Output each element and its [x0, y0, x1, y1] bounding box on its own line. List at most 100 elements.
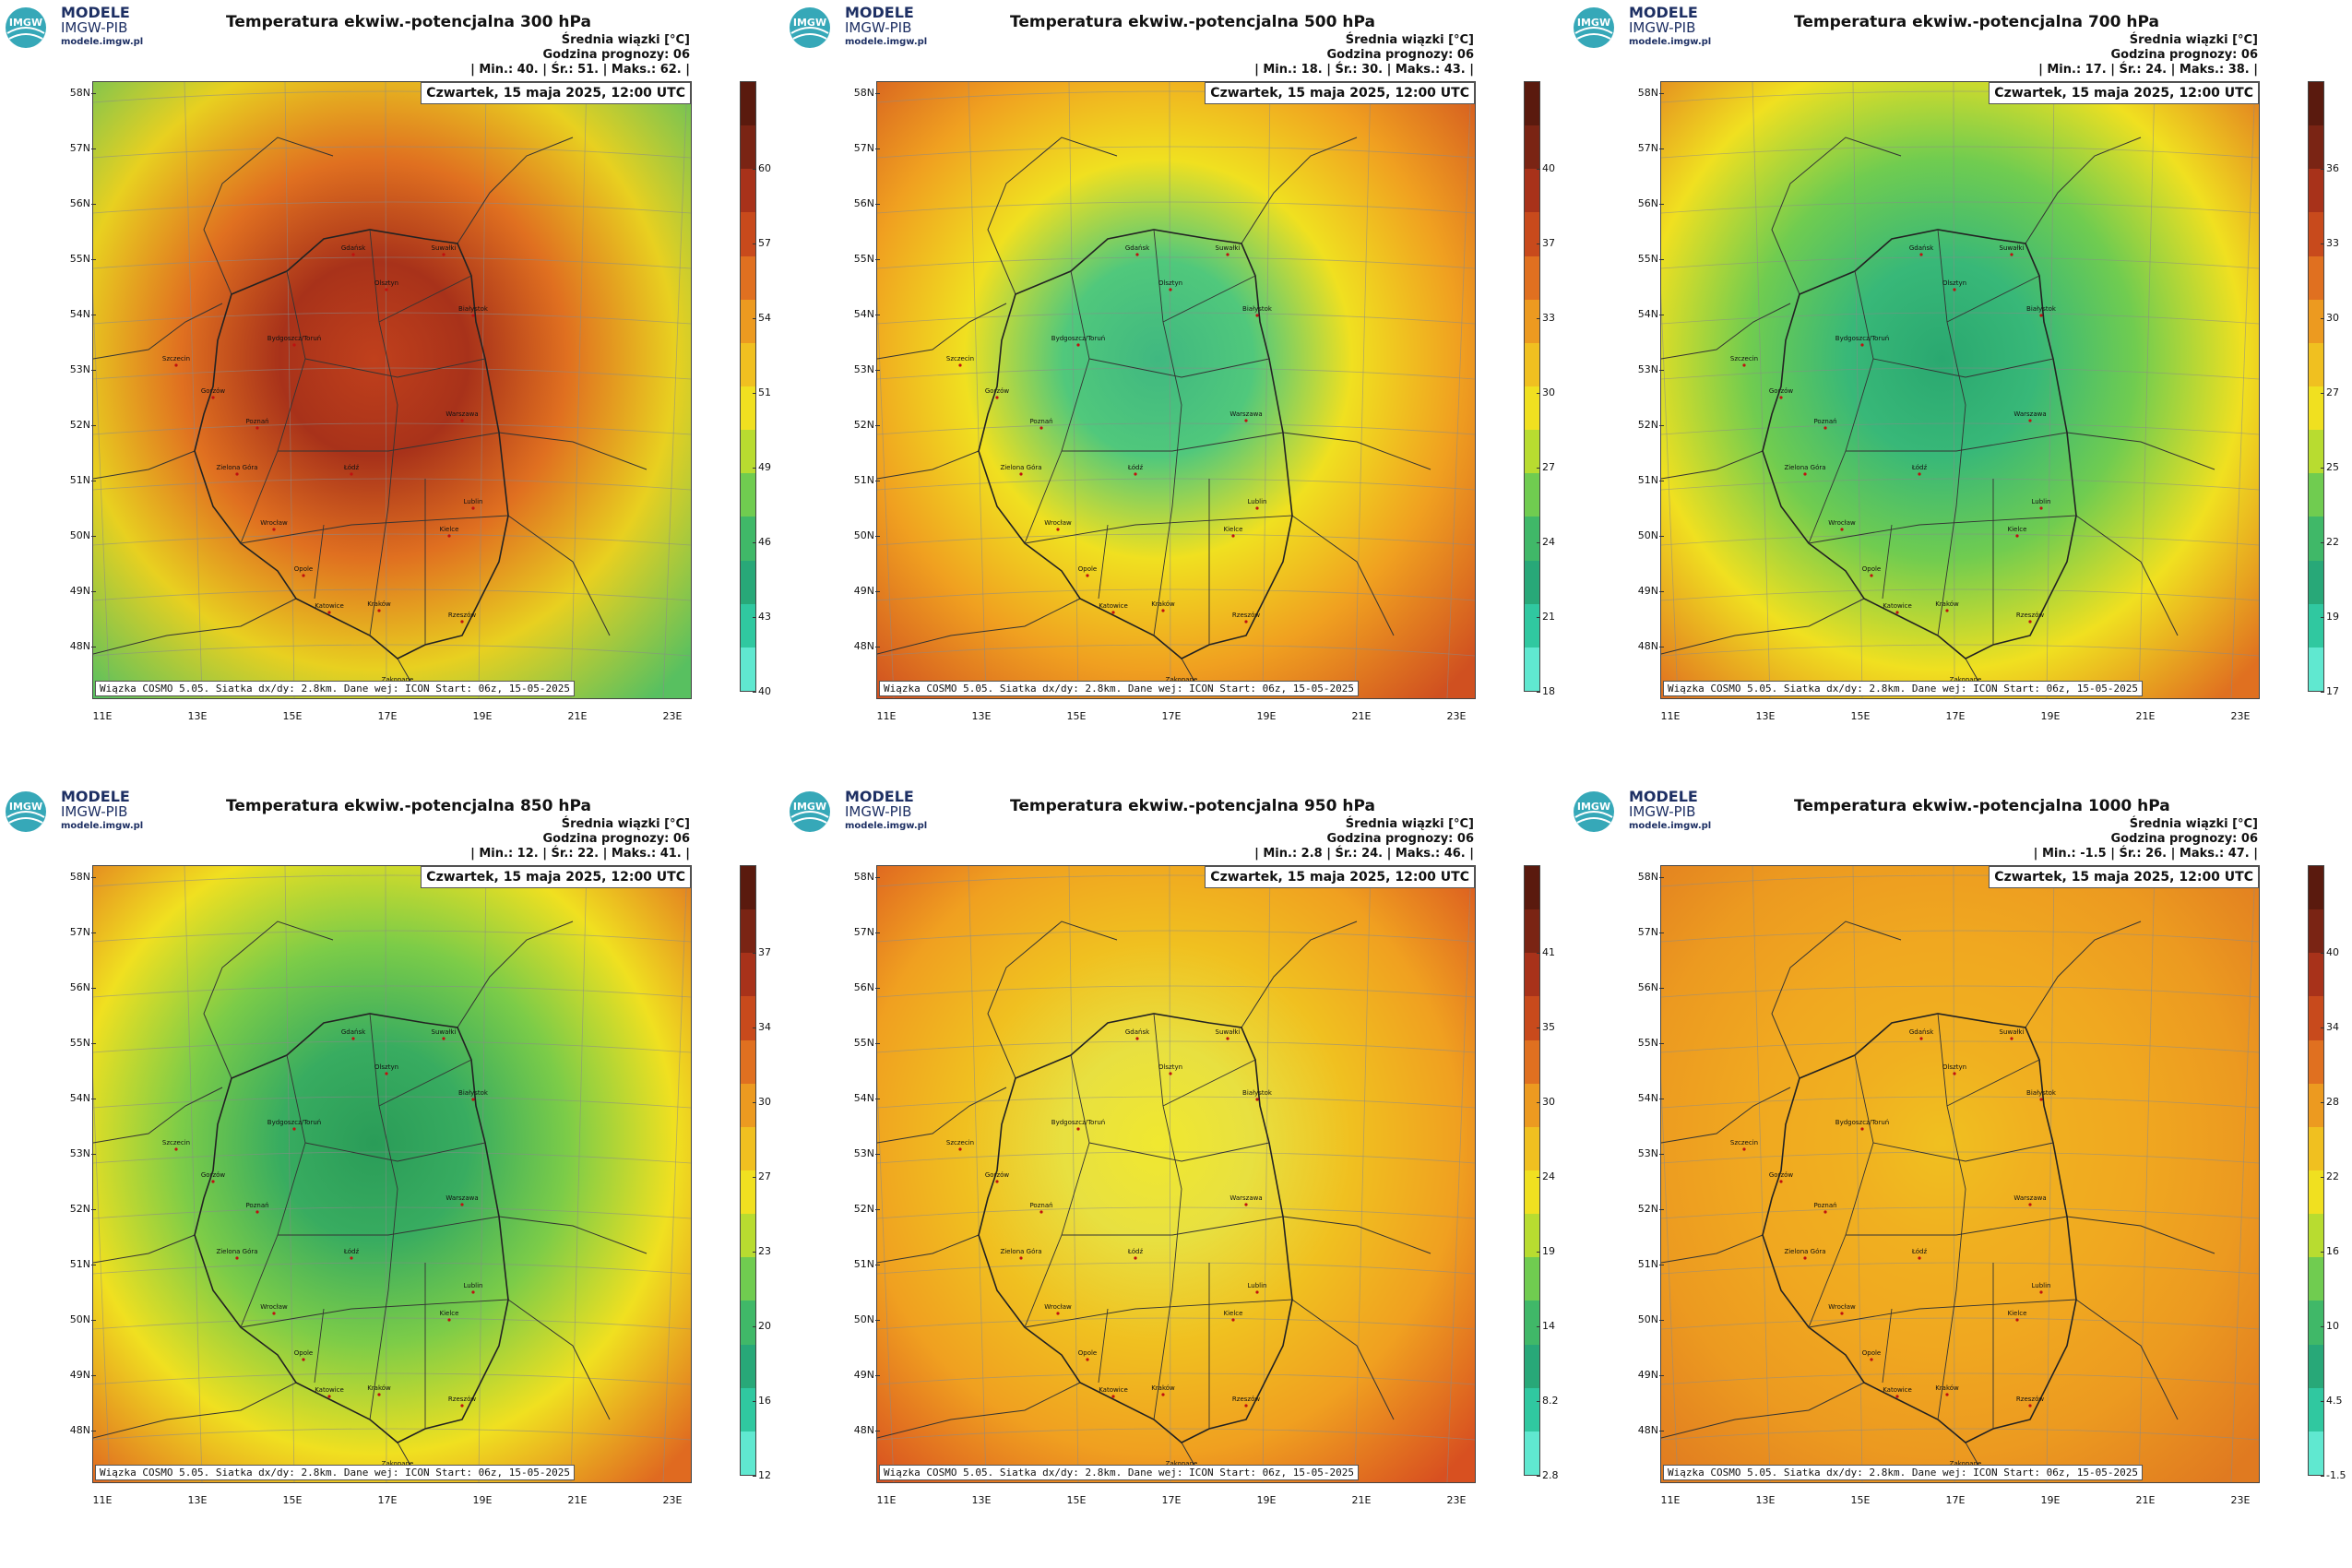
lon-label: 19E	[2040, 1494, 2061, 1506]
city-label: Olsztyn	[1158, 1063, 1182, 1071]
lon-label: 15E	[1850, 1494, 1871, 1506]
city-label: Katowice	[1099, 1386, 1128, 1394]
map-area[interactable]: Gdańsk Olsztyn Suwałki Szczecin Bydgoszcz/To…	[92, 81, 692, 699]
city-marker	[1039, 426, 1043, 430]
city-marker	[385, 1072, 388, 1075]
colorbar-tick: 46	[753, 536, 771, 548]
stat-label-min: | Min.:	[470, 63, 517, 77]
stats-line: | Min.: 2.8 | Śr.: 24. | Maks.: 46. |	[1254, 847, 1474, 861]
forecast-hour-label: Godzina prognozy: 06	[1326, 832, 1474, 846]
units-label: Średnia wiązki [°C]	[561, 33, 690, 47]
forecast-panel-1: IMGW MODELE IMGW-PIB modele.imgw.pl Temp…	[0, 0, 784, 784]
imgw-logo-icon: IMGW	[6, 791, 46, 832]
lon-label: 21E	[2135, 1494, 2156, 1506]
logo-line2: IMGW-PIB	[1629, 802, 1696, 820]
city-marker	[1086, 1358, 1089, 1361]
logo-url[interactable]: modele.imgw.pl	[1629, 820, 1712, 831]
city-marker	[2010, 253, 2013, 256]
city-label: Gdańsk	[341, 1028, 366, 1036]
logo-url[interactable]: modele.imgw.pl	[1629, 36, 1712, 47]
map-area[interactable]: Gdańsk Olsztyn Suwałki Szczecin Bydgoszcz/To…	[876, 865, 1476, 1483]
colorbar-tick: 25	[2321, 461, 2339, 473]
lat-label: 57N	[1621, 926, 1664, 938]
logo-url[interactable]: modele.imgw.pl	[61, 820, 144, 831]
city-marker	[2028, 1203, 2032, 1206]
map-area[interactable]: Gdańsk Olsztyn Suwałki Szczecin Bydgoszcz/To…	[876, 81, 1476, 699]
map-area[interactable]: Gdańsk Olsztyn Suwałki Szczecin Bydgoszcz/To…	[1660, 865, 2260, 1483]
city-marker	[2028, 419, 2032, 422]
lat-label: 53N	[837, 363, 880, 375]
city-marker	[1895, 611, 1899, 614]
colorbar-tick: 21	[1537, 611, 1555, 623]
colorbar-segment	[2309, 82, 2323, 126]
graticule-lon	[1446, 82, 1472, 698]
lat-label: 52N	[53, 1203, 96, 1215]
lat-label: 52N	[837, 1203, 880, 1215]
city-marker	[471, 506, 475, 510]
graticule-lat	[877, 256, 1475, 269]
city-label: Kielce	[2008, 526, 2027, 533]
date-label: Czwartek, 15 maja 2025, 12:00 UTC	[1205, 82, 1475, 104]
lat-label: 57N	[837, 142, 880, 154]
city-label: Rzeszów	[448, 1396, 476, 1403]
graticule-lat	[1661, 478, 2259, 491]
map-area[interactable]: Gdańsk Olsztyn Suwałki Szczecin Bydgoszcz/To…	[1660, 81, 2260, 699]
city-label: Lublin	[464, 1282, 483, 1289]
city-marker	[1226, 1037, 1229, 1040]
date-label: Czwartek, 15 maja 2025, 12:00 UTC	[421, 82, 691, 104]
forecast-panel-5: IMGW MODELE IMGW-PIB modele.imgw.pl Temp…	[784, 784, 1568, 1568]
city-marker	[292, 1127, 296, 1131]
colorbar-segment	[2309, 1083, 2323, 1127]
stat-label-avg: | Śr.:	[1322, 847, 1362, 861]
lon-label: 17E	[377, 710, 398, 722]
city-marker	[1919, 253, 1923, 256]
logo-url[interactable]: modele.imgw.pl	[845, 36, 928, 47]
city-label: Szczecin	[162, 1139, 190, 1146]
units-label: Średnia wiązki [°C]	[561, 817, 690, 831]
voivodeship-border	[1846, 432, 2068, 452]
panel-info: Średnia wiązki [°C] Godzina prognozy: 06	[1327, 33, 1474, 63]
city-marker	[1231, 534, 1235, 538]
colorbar-segment	[741, 560, 755, 604]
voivodeship-border	[1882, 524, 1893, 600]
lat-label: 58N	[1621, 871, 1664, 883]
city-label: Warszawa	[445, 410, 478, 418]
units-label: Średnia wiązki [°C]	[2129, 817, 2258, 831]
lat-label: 53N	[53, 363, 96, 375]
city-marker	[1244, 419, 1248, 422]
lon-label: 19E	[1256, 1494, 1277, 1506]
city-label: Olsztyn	[374, 279, 398, 287]
panel-info: Średnia wiązki [°C] Godzina prognozy: 06	[2111, 817, 2258, 847]
poland-border	[978, 1013, 1293, 1443]
colorbar	[2308, 865, 2324, 1476]
colorbar-segment	[1525, 1083, 1539, 1127]
voivodeship-border	[1808, 270, 1874, 544]
graticule-lon	[1354, 866, 1372, 1482]
colorbar	[2308, 81, 2324, 692]
colorbar-segment	[1525, 560, 1539, 604]
lon-label: 23E	[1446, 1494, 1467, 1506]
voivodeship-border	[278, 1216, 500, 1236]
city-marker	[447, 1318, 451, 1322]
logo-url[interactable]: modele.imgw.pl	[61, 36, 144, 47]
lat-label: 48N	[837, 1424, 880, 1436]
lat-label: 48N	[53, 1424, 96, 1436]
colorbar-tick: 40	[2321, 946, 2339, 958]
city-label: Gdańsk	[1125, 1028, 1150, 1036]
colorbar-tick: 35	[1537, 1021, 1555, 1033]
city-label: Gdańsk	[1909, 1028, 1934, 1036]
lat-label: 49N	[1621, 585, 1664, 597]
city-marker	[327, 1395, 331, 1398]
logo-url[interactable]: modele.imgw.pl	[845, 820, 928, 831]
voivodeship-border	[1846, 1216, 2068, 1236]
logo-text: MODELE IMGW-PIB modele.imgw.pl	[845, 789, 928, 831]
lon-label: 23E	[2230, 1494, 2251, 1506]
colorbar-tick: 16	[2321, 1245, 2339, 1257]
graticule-lon	[1354, 82, 1372, 698]
stat-end: |	[681, 847, 690, 861]
lat-label: 58N	[1621, 87, 1664, 99]
city-label: Suwałki	[1216, 244, 1241, 252]
map-area[interactable]: Gdańsk Olsztyn Suwałki Szczecin Bydgoszcz/To…	[92, 865, 692, 1483]
lat-label: 53N	[53, 1147, 96, 1159]
country-borders	[877, 137, 1431, 692]
